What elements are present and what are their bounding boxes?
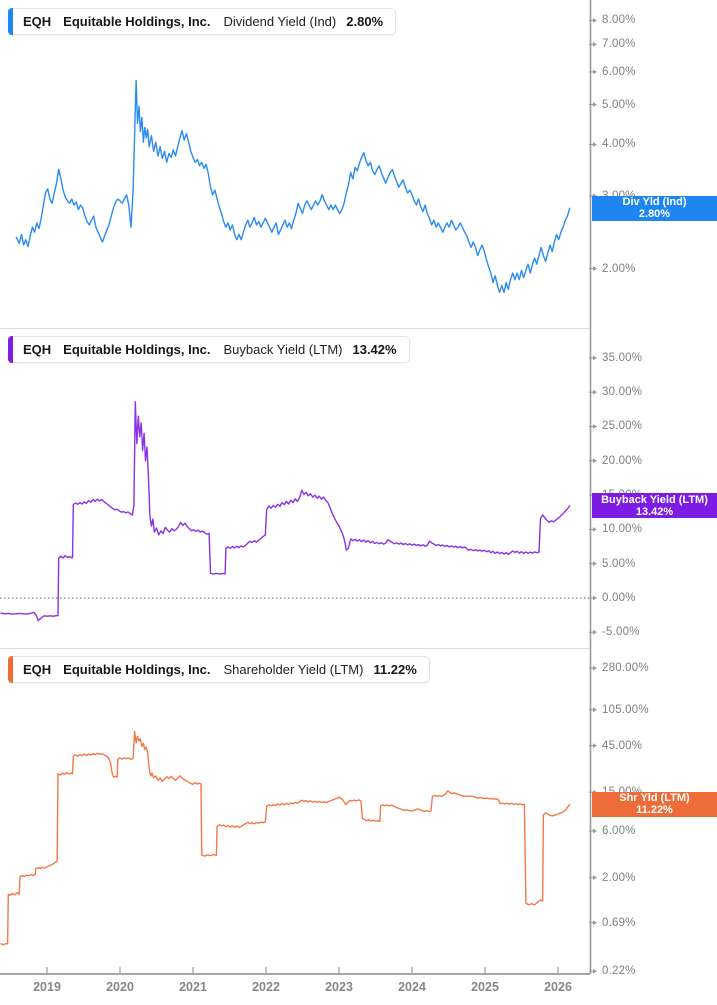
metric-value: 2.80% — [346, 14, 384, 29]
metric-value: 13.42% — [352, 342, 397, 357]
ticker-symbol: EQH — [23, 342, 52, 357]
plot-area-buyback-yield[interactable] — [0, 329, 590, 648]
badge-series-label: Shr Yld (LTM) — [619, 792, 690, 805]
plot-area-dividend-yield[interactable] — [0, 0, 590, 328]
chart-header-dividend-yield[interactable]: EQH Equitable Holdings, Inc. Dividend Yi… — [8, 8, 397, 35]
last-value-badge-shareholder-yield: Shr Yld (LTM) 11.22% — [592, 791, 717, 817]
metric-value: 11.22% — [373, 662, 417, 677]
series-color-bar-icon — [8, 8, 13, 35]
ticker-symbol: EQH — [23, 14, 52, 29]
last-value-badge-dividend-yield: Div Yld (Ind) 2.80% — [592, 195, 717, 221]
chart-header-shareholder-yield[interactable]: EQH Equitable Holdings, Inc. Shareholder… — [8, 656, 430, 683]
badge-value: 13.42% — [635, 505, 674, 518]
series-line-buyback-yield — [0, 401, 571, 622]
series-color-bar-icon — [8, 336, 13, 363]
badge-series-label: Div Yld (Ind) — [622, 196, 687, 209]
company-name: Equitable Holdings, Inc. — [63, 14, 211, 29]
chart-header-buyback-yield[interactable]: EQH Equitable Holdings, Inc. Buyback Yie… — [8, 336, 410, 363]
last-value-badge-buyback-yield: Buyback Yield (LTM) 13.42% — [592, 493, 717, 519]
series-line-shareholder-yield — [0, 730, 571, 946]
badge-value: 11.22% — [636, 804, 673, 817]
metric-name: Buyback Yield (LTM) — [223, 342, 343, 357]
company-name: Equitable Holdings, Inc. — [63, 342, 211, 357]
metric-name: Dividend Yield (Ind) — [223, 14, 337, 29]
company-name: Equitable Holdings, Inc. — [63, 662, 211, 677]
plot-area-shareholder-yield[interactable] — [0, 649, 590, 972]
series-color-bar-icon — [8, 656, 13, 683]
series-line-dividend-yield — [15, 79, 571, 294]
metric-name: Shareholder Yield (LTM) — [223, 662, 364, 677]
ticker-symbol: EQH — [23, 662, 52, 677]
badge-value: 2.80% — [638, 208, 671, 221]
badge-series-label: Buyback Yield (LTM) — [601, 493, 708, 506]
